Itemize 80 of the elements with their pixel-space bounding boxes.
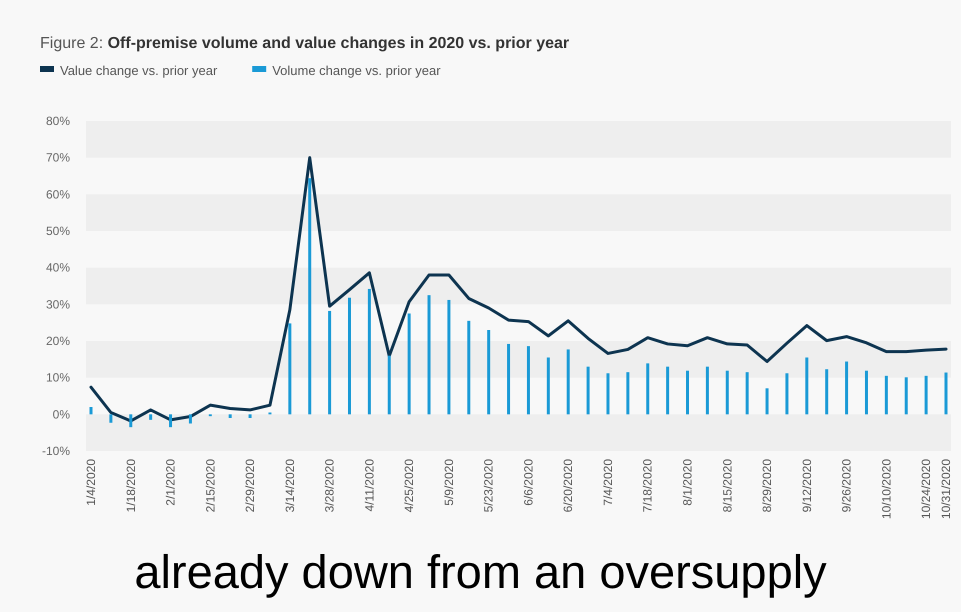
y-tick-label: 70%	[46, 150, 70, 165]
x-tick-label: 1/4/2020	[84, 458, 98, 506]
x-tick-label: 7/4/2020	[600, 458, 615, 506]
bar	[149, 414, 152, 420]
y-tick-label: 60%	[46, 187, 70, 202]
bar	[526, 346, 530, 414]
bar	[864, 370, 868, 414]
bar	[487, 330, 490, 414]
bar	[467, 320, 470, 414]
x-tick-label: 7/18/2020	[640, 458, 655, 512]
bar	[805, 358, 808, 414]
x-tick-label: 8/29/2020	[760, 458, 774, 512]
bar	[447, 300, 450, 414]
bar	[109, 414, 112, 423]
y-tick-label: 0%	[52, 407, 70, 422]
bar	[884, 376, 888, 414]
bar	[606, 373, 610, 414]
y-tick-label: 20%	[46, 334, 70, 348]
line-series	[90, 156, 948, 422]
bar	[288, 323, 292, 414]
x-tick-label: 2/29/2020	[243, 458, 258, 512]
bar	[507, 344, 510, 414]
bar	[825, 369, 828, 414]
bar	[686, 370, 690, 414]
bar	[169, 414, 172, 428]
x-tick-label: 3/28/2020	[322, 458, 337, 512]
bar	[90, 407, 92, 414]
x-tick-label: 1/18/2020	[124, 458, 138, 512]
bar	[428, 295, 431, 414]
bar	[188, 414, 192, 424]
x-tick-label: 4/11/2020	[362, 458, 376, 512]
x-tick-label: 9/12/2020	[800, 458, 814, 512]
bar	[586, 366, 590, 414]
x-tick-label: 10/31/2020	[939, 458, 953, 520]
x-tick-label: 8/15/2020	[720, 458, 734, 512]
x-tick-label: 5/9/2020	[442, 458, 456, 506]
bar	[228, 414, 232, 418]
y-tick-label: -10%	[42, 444, 70, 458]
x-tick-label: 10/10/2020	[879, 458, 894, 520]
y-tick-label: 10%	[46, 370, 70, 385]
bar	[348, 298, 351, 414]
bar	[546, 358, 550, 414]
chart-title: Figure 2: Off-premise volume and value changes in 2020 vs. prior year	[40, 35, 570, 52]
x-tick-label: 3/14/2020	[282, 458, 297, 512]
bar	[368, 288, 371, 414]
x-tick-label: 2/1/2020	[164, 458, 178, 506]
bar	[248, 414, 252, 418]
bar	[845, 362, 848, 414]
bar	[944, 372, 948, 414]
bar	[785, 373, 788, 414]
x-tick-label: 5/23/2020	[482, 458, 496, 512]
bar	[566, 349, 570, 414]
bar	[626, 372, 630, 414]
bar	[328, 310, 332, 414]
x-tick-label: 6/20/2020	[561, 458, 576, 512]
x-tick-label: 2/15/2020	[203, 458, 218, 512]
bar	[726, 370, 729, 414]
x-tick-label: 9/26/2020	[840, 458, 854, 512]
y-tick-label: 50%	[46, 224, 70, 238]
legend-label: Volume change vs. prior year	[272, 63, 442, 78]
text: already down from an oversupply	[134, 545, 828, 598]
bar	[666, 366, 670, 414]
bar	[308, 178, 312, 414]
bar	[129, 414, 132, 428]
bar	[706, 366, 709, 414]
bar	[388, 356, 391, 414]
bar	[408, 314, 411, 414]
x-tick-label: 10/24/2020	[919, 458, 934, 520]
x-tick-label: 6/6/2020	[521, 458, 536, 506]
x-tick-label: 8/1/2020	[680, 458, 695, 506]
bar	[924, 376, 928, 414]
bar	[646, 363, 650, 414]
y-tick-label: 40%	[46, 260, 70, 275]
bar	[746, 372, 749, 414]
legend-label: Value change vs. prior year	[60, 63, 218, 78]
bar	[766, 388, 769, 414]
bar	[904, 377, 908, 414]
y-tick-label: 80%	[46, 114, 70, 128]
y-tick-label: 30%	[46, 297, 70, 312]
x-tick-label: 4/25/2020	[402, 458, 416, 512]
